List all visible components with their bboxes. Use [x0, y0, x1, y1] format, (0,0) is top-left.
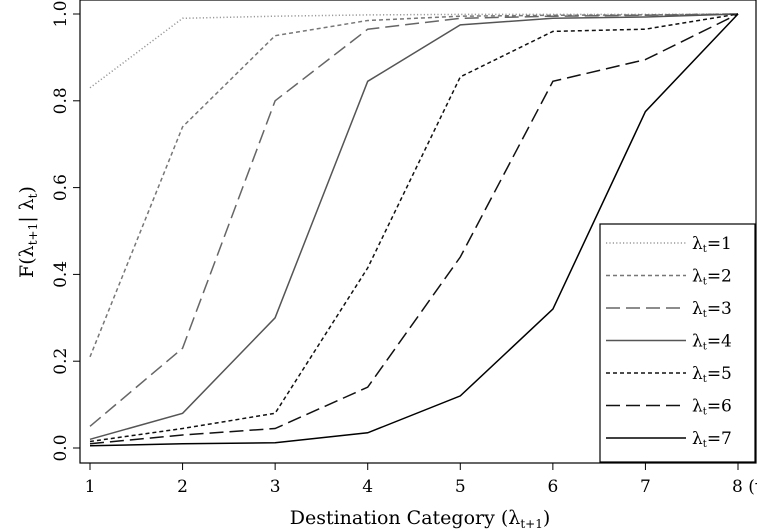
x-axis: 1 2 3 4 5 6 7 8 (†) — [85, 463, 757, 497]
y-tick-label: 0.4 — [51, 261, 71, 288]
y-tick-label: 1.0 — [51, 0, 71, 27]
legend-box — [599, 223, 756, 463]
series-line — [89, 13, 739, 427]
series-lines — [89, 13, 739, 447]
x-tick-label: 6 — [547, 477, 558, 497]
plot-frame — [79, 0, 757, 464]
legend-label: λt=7 — [692, 429, 732, 450]
x-tick-label: 7 — [640, 477, 651, 497]
legend-label: λt=6 — [692, 397, 732, 418]
y-axis-title: F(λt+1| λt) — [16, 186, 40, 278]
legend-label: λt=2 — [692, 267, 732, 288]
legend-label: λt=5 — [692, 364, 732, 385]
y-tick-label: 0.8 — [51, 87, 71, 114]
series-line — [89, 13, 739, 447]
y-tick-label: 0.2 — [51, 348, 71, 375]
series-line — [89, 13, 739, 443]
y-axis: 0.0 0.2 0.4 0.6 0.8 1.0 — [51, 0, 80, 462]
x-tick-label: 1 — [85, 477, 96, 497]
x-tick-label: 8 (†) — [732, 477, 757, 497]
legend: λt=1 λt=2 λt=3 λt=4 λt=5 λt=6 λt=7 — [599, 223, 756, 463]
series-line — [89, 13, 739, 445]
legend-label: λt=4 — [692, 332, 732, 353]
series-line — [89, 13, 739, 358]
legend-label: λt=1 — [692, 234, 732, 255]
x-axis-title: Destination Category (λt+1) — [290, 507, 551, 531]
series-line — [89, 13, 739, 89]
x-tick-label: 2 — [177, 477, 188, 497]
y-tick-label: 0.0 — [51, 434, 71, 461]
legend-label: λt=3 — [692, 299, 732, 320]
y-tick-label: 0.6 — [51, 174, 71, 201]
x-tick-label: 5 — [455, 477, 466, 497]
x-tick-label: 4 — [362, 477, 373, 497]
x-tick-label: 3 — [270, 477, 281, 497]
series-line — [89, 13, 739, 441]
